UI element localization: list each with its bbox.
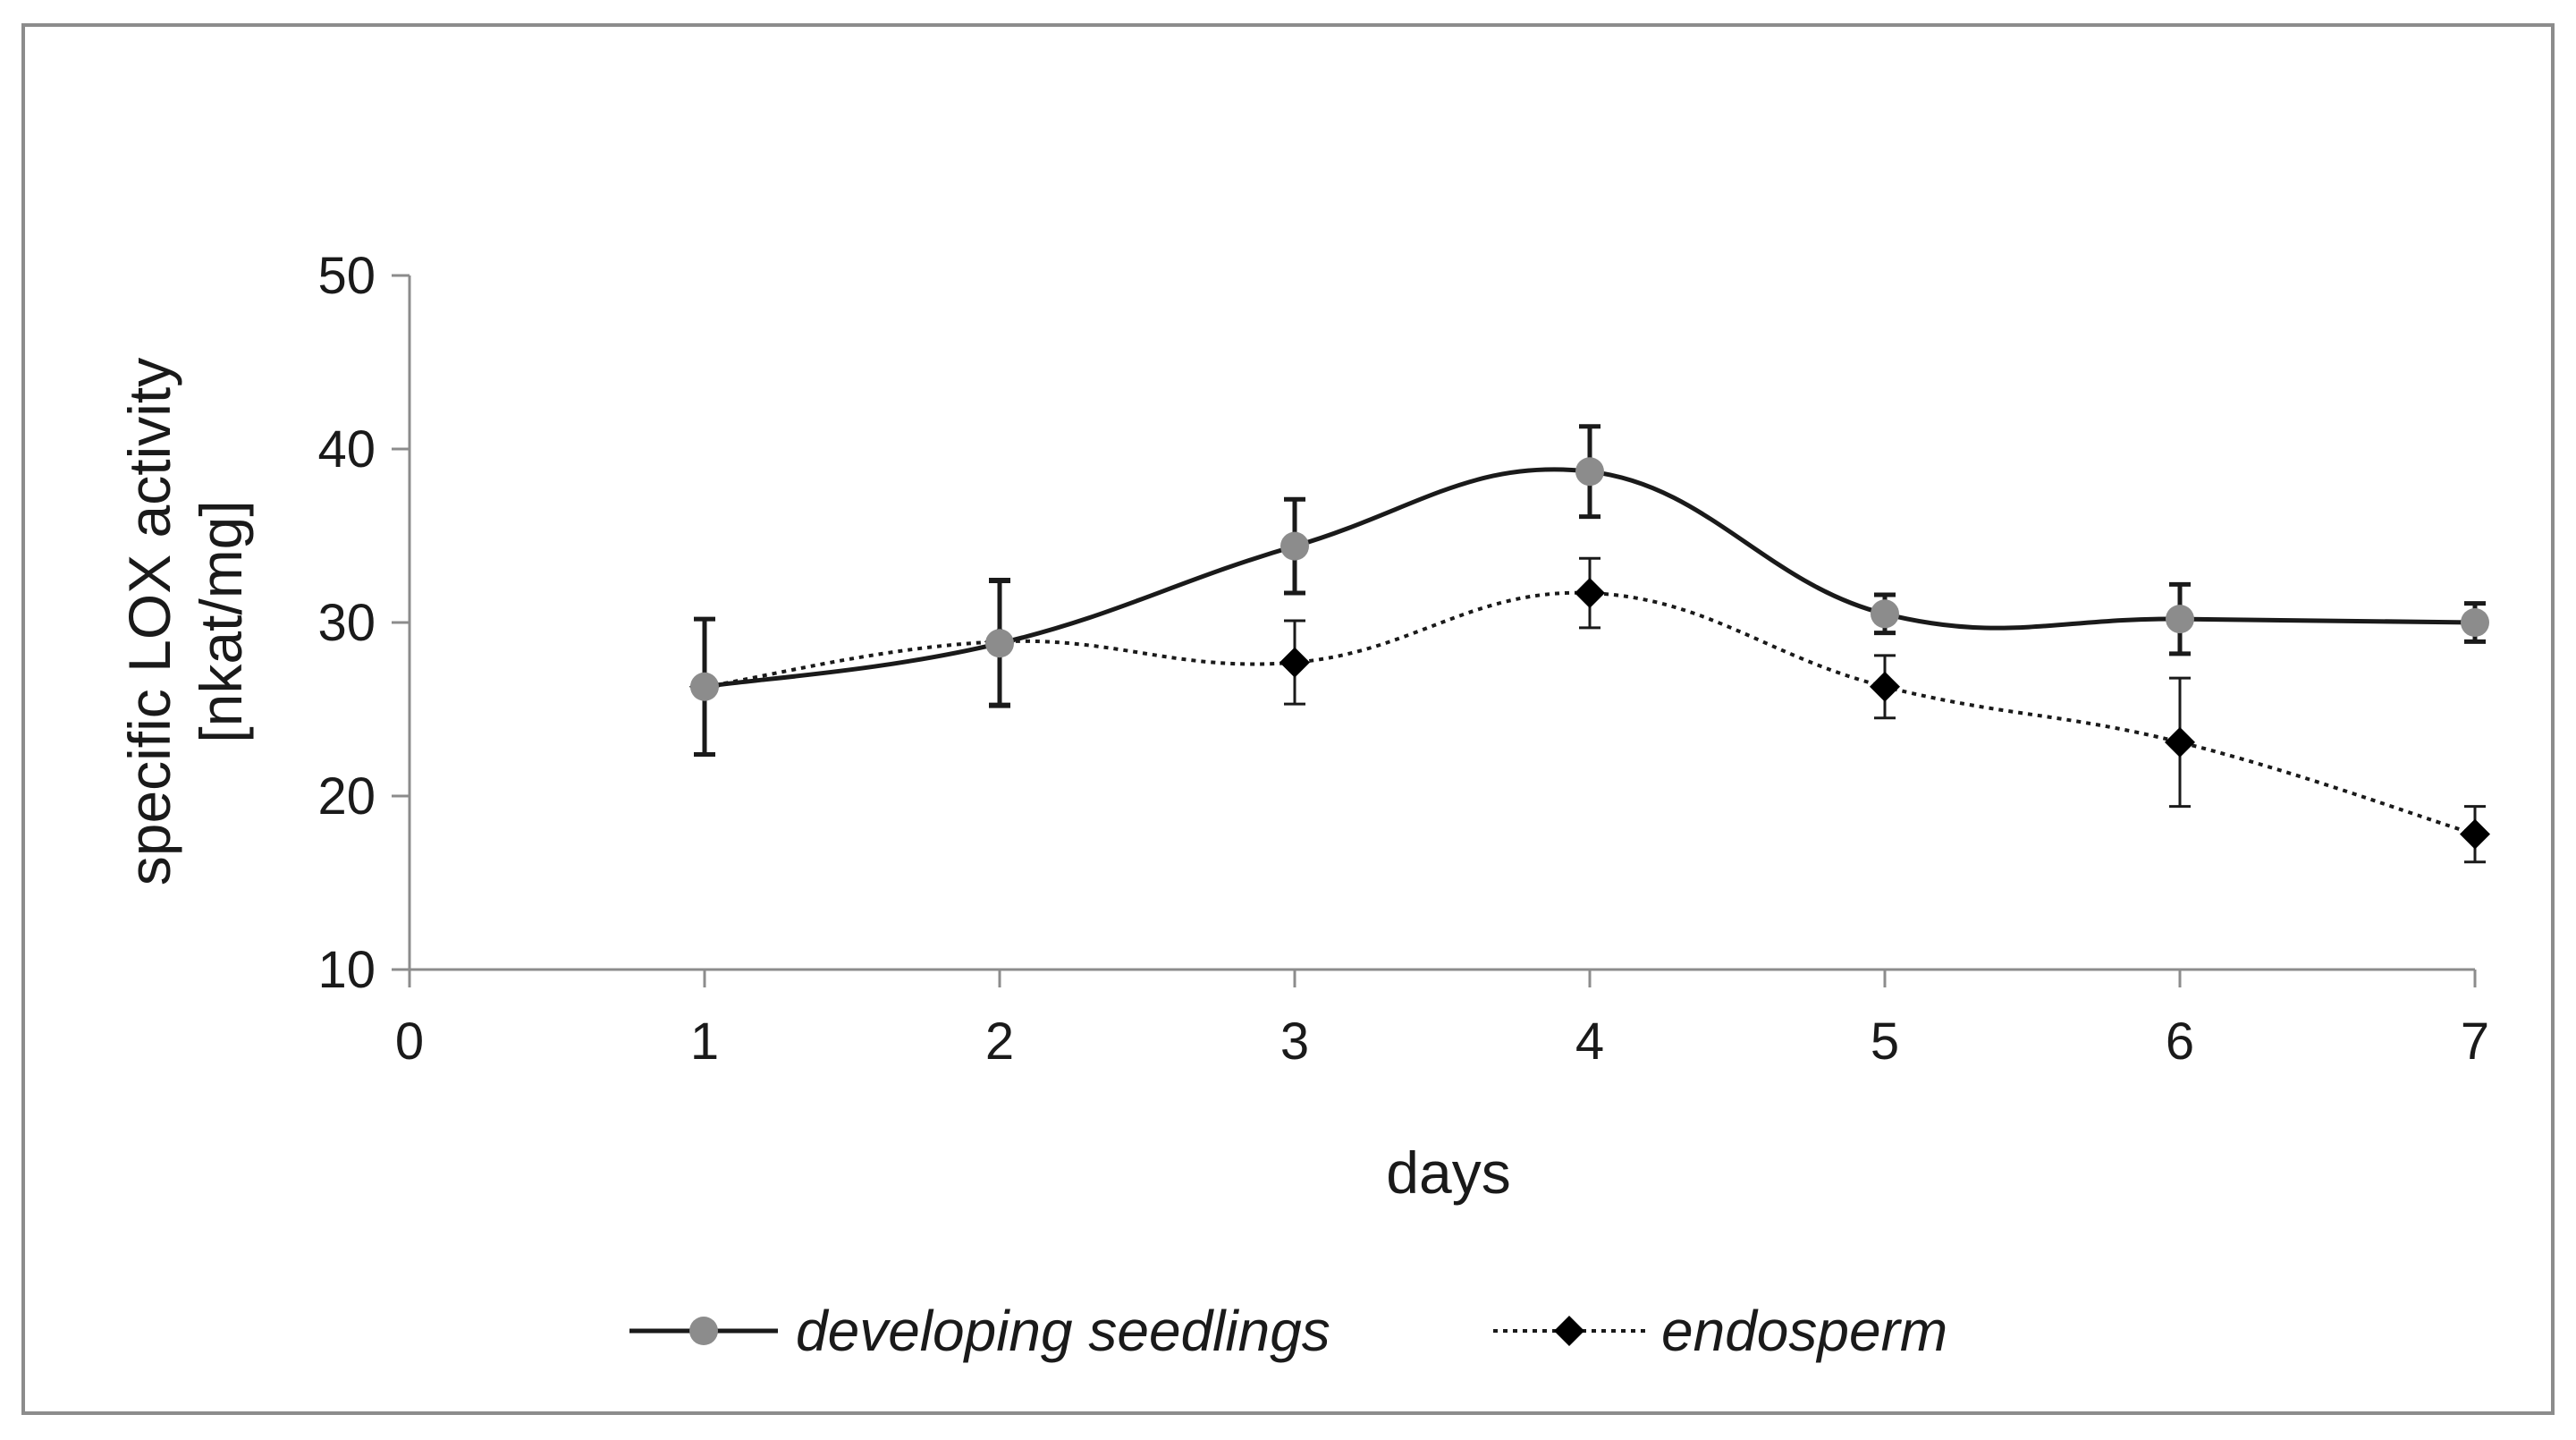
x-tick-label: 3 (1280, 1012, 1309, 1071)
series-developing-seedlings (690, 424, 2489, 757)
y-tick-label: 40 (317, 420, 376, 479)
y-axis-title: specific LOX activity [nkat/mg] (116, 358, 254, 886)
y-tick-label: 30 (317, 594, 376, 652)
x-axis-title: days (1386, 1139, 1510, 1206)
data-point-developing-seedlings (1575, 457, 1604, 487)
legend: developing seedlings endosperm (629, 1299, 1947, 1363)
y-tick-label: 10 (317, 941, 376, 999)
x-tick-label: 1 (690, 1012, 719, 1071)
data-point-endosperm (1870, 671, 1900, 702)
series-layer (689, 424, 2490, 864)
x-tick-label: 4 (1575, 1012, 1604, 1071)
legend-label-developing-seedlings: developing seedlings (796, 1299, 1330, 1363)
data-point-developing-seedlings (2166, 605, 2194, 634)
lox-activity-chart: 10 20 30 40 50 0 1 2 3 4 5 6 7 specific LOX activity… (116, 247, 2490, 1363)
data-point-developing-seedlings (2461, 608, 2489, 637)
y-axis-title-line-1: specific LOX activity (116, 358, 182, 886)
x-tick-label: 2 (985, 1012, 1014, 1071)
data-point-developing-seedlings (985, 629, 1014, 658)
y-tick-label: 20 (317, 767, 376, 826)
legend-marker-endosperm (1554, 1316, 1584, 1346)
x-tick-label: 7 (2461, 1012, 2489, 1071)
data-point-developing-seedlings (1871, 599, 1899, 629)
data-point-endosperm (2460, 818, 2490, 850)
x-tick-label: 0 (395, 1012, 424, 1071)
legend-item-developing-seedlings: developing seedlings (629, 1299, 1330, 1363)
series-endosperm (689, 556, 2490, 864)
legend-marker-developing-seedlings (689, 1317, 718, 1345)
data-point-endosperm (1280, 647, 1310, 678)
x-tick-label: 6 (2166, 1012, 2194, 1071)
legend-item-endosperm: endosperm (1493, 1299, 1947, 1363)
y-axis-title-line-2: [nkat/mg] (188, 500, 254, 742)
chart-frame: 10 20 30 40 50 0 1 2 3 4 5 6 7 specific LOX activity… (21, 23, 2555, 1415)
y-tick-label: 50 (317, 247, 376, 305)
data-point-endosperm (1575, 578, 1605, 609)
x-tick-label: 5 (1871, 1012, 1899, 1071)
data-point-developing-seedlings (1280, 531, 1309, 561)
data-point-developing-seedlings (690, 672, 719, 701)
legend-label-endosperm: endosperm (1661, 1299, 1947, 1363)
data-point-endosperm (2165, 726, 2195, 758)
axes: 10 20 30 40 50 0 1 2 3 4 5 6 7 (317, 247, 2489, 1071)
